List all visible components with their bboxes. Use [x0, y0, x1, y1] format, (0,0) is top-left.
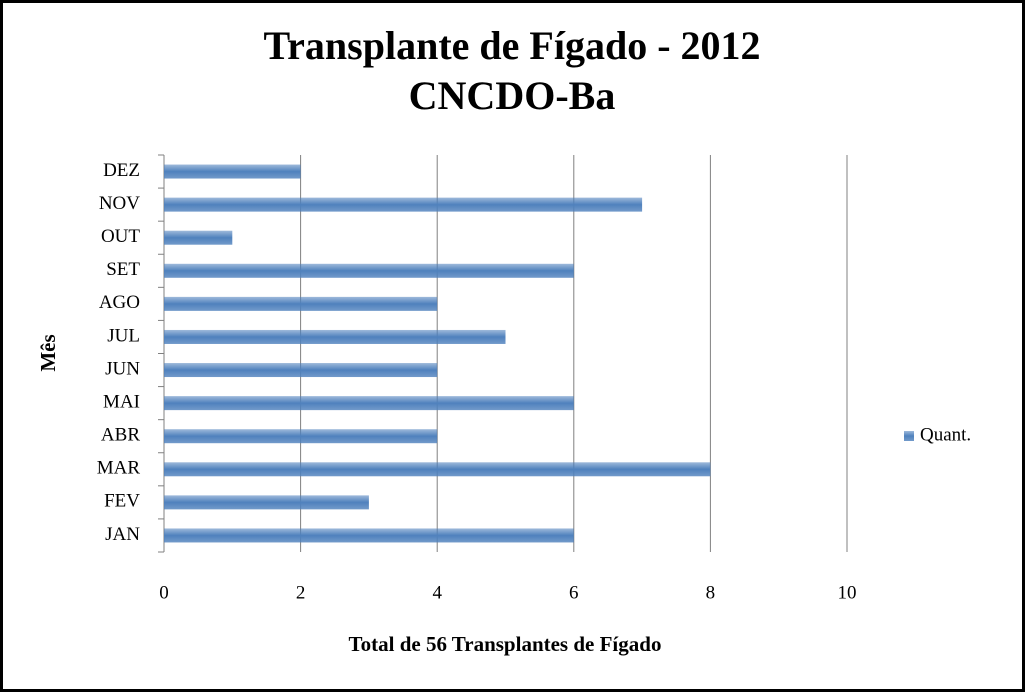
y-tick-label: AGO: [99, 292, 140, 313]
y-axis-label: Mês: [36, 334, 60, 371]
x-tick-label: 10: [838, 582, 857, 603]
y-tick-label: SET: [106, 259, 140, 280]
bar: [164, 429, 438, 444]
x-tick-label: 4: [432, 582, 442, 603]
y-tick-label: OUT: [101, 226, 140, 247]
y-tick-label: ABR: [101, 425, 140, 446]
bar: [164, 296, 438, 311]
chart-subtitle: CNCDO-Ba: [409, 73, 616, 118]
y-tick-label: DEZ: [103, 160, 140, 181]
bar: [164, 462, 711, 477]
bar: [164, 329, 506, 344]
y-tick-label: MAR: [97, 458, 141, 479]
legend-marker: [904, 431, 914, 441]
y-tick-label: JUN: [105, 358, 140, 379]
x-tick-label: 0: [159, 582, 169, 603]
y-tick-label: MAI: [103, 391, 140, 412]
bar: [164, 197, 643, 212]
bar: [164, 230, 233, 245]
y-tick-label: JUL: [107, 325, 140, 346]
legend-label: Quant.: [920, 424, 971, 445]
bar: [164, 363, 438, 378]
bar: [164, 528, 574, 543]
bar: [164, 164, 301, 179]
bar: [164, 396, 574, 411]
y-tick-label: JAN: [105, 524, 140, 545]
y-tick-label: FEV: [104, 491, 140, 512]
x-axis-label: Total de 56 Transplantes de Fígado: [349, 632, 662, 656]
x-tick-label: 6: [569, 582, 579, 603]
x-tick-label: 2: [296, 582, 306, 603]
x-tick-label: 8: [706, 582, 716, 603]
y-tick-label: NOV: [99, 193, 140, 214]
bar: [164, 263, 574, 278]
bar: [164, 495, 369, 510]
chart-title: Transplante de Fígado - 2012: [263, 23, 760, 68]
